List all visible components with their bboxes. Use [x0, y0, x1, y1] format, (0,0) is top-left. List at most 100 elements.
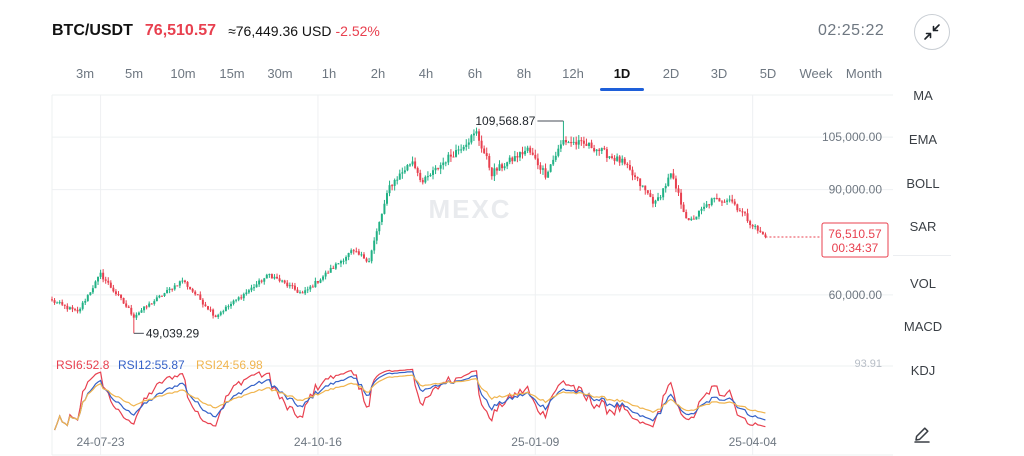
candle-body	[276, 276, 279, 279]
trading-pair[interactable]: BTC/USDT	[52, 22, 133, 39]
candle-body	[339, 261, 342, 264]
candle-body	[424, 176, 427, 183]
candle-body	[375, 231, 378, 241]
tab-4h[interactable]: 4h	[418, 66, 434, 81]
collapse-button[interactable]	[914, 14, 950, 50]
candle-body	[219, 312, 222, 315]
tab-1d[interactable]: 1D	[613, 66, 631, 81]
candle-body	[270, 274, 273, 279]
candle-body	[751, 225, 754, 227]
candle-body	[488, 156, 491, 168]
tab-12h[interactable]: 12h	[562, 66, 584, 81]
candle-body	[462, 146, 465, 150]
watermark: MEXC	[428, 194, 511, 224]
tab-5d[interactable]: 5D	[759, 66, 777, 81]
tab-30m[interactable]: 30m	[267, 66, 293, 81]
rsi-line-rsi12	[54, 371, 766, 431]
candle-body	[485, 153, 488, 157]
tab-10m[interactable]: 10m	[170, 66, 196, 81]
candle-body	[692, 218, 695, 220]
candle-body	[204, 304, 207, 307]
candle-body	[135, 314, 138, 318]
indicator-boll[interactable]: BOLL	[906, 176, 940, 191]
candle-body	[700, 208, 703, 211]
candle-body	[687, 218, 690, 221]
candle-body	[107, 280, 110, 283]
candle-body	[122, 297, 125, 304]
candle-body	[329, 267, 332, 273]
tab-15m[interactable]: 15m	[219, 66, 245, 81]
collapse-arrows-icon	[924, 24, 940, 40]
indicator-ma[interactable]: MA	[913, 88, 933, 103]
candle-body	[63, 304, 66, 306]
candle-body	[567, 142, 570, 144]
candle-body	[759, 230, 762, 232]
candle-body	[153, 301, 156, 304]
candle-body	[114, 291, 117, 295]
candle-countdown: 00:34:37	[832, 241, 879, 255]
candle-body	[713, 198, 716, 200]
high-price-label: 109,568.87	[475, 114, 535, 128]
candle-body	[94, 281, 97, 289]
candle-body	[483, 148, 486, 154]
tab-2d[interactable]: 2D	[662, 66, 680, 81]
candle-body	[646, 190, 649, 194]
candle-body	[465, 144, 468, 147]
candle-body	[278, 278, 281, 282]
indicator-macd[interactable]: MACD	[903, 319, 943, 334]
chart-grid	[51, 94, 893, 456]
candle-body	[682, 204, 685, 213]
rsi-legend-rsi24: RSI24:56.98	[196, 358, 263, 372]
candle-body	[695, 216, 698, 220]
last-price-label: 76,510.57	[828, 227, 882, 241]
candle-body	[595, 149, 598, 152]
edit-drawing-button[interactable]	[912, 424, 932, 444]
candle-body	[749, 221, 752, 226]
candle-body	[705, 204, 708, 207]
candle-body	[337, 263, 340, 265]
indicator-ema[interactable]: EMA	[908, 132, 938, 147]
candle-body	[357, 251, 360, 255]
tab-5m[interactable]: 5m	[124, 66, 144, 81]
candle-body	[439, 165, 442, 169]
tab-week[interactable]: Week	[799, 66, 833, 81]
candle-body	[406, 164, 409, 171]
candle-body	[449, 154, 452, 157]
candle-body	[237, 297, 240, 300]
tab-1h[interactable]: 1h	[321, 66, 337, 81]
candle-body	[245, 292, 248, 295]
tab-month[interactable]: Month	[845, 66, 883, 81]
candle-body	[628, 164, 631, 170]
candle-body	[513, 156, 516, 162]
candle-body	[104, 279, 107, 281]
candle-body	[478, 131, 481, 141]
tab-8h[interactable]: 8h	[516, 66, 532, 81]
candle-body	[334, 263, 337, 269]
candle-body	[674, 178, 677, 189]
candle-body	[58, 302, 61, 304]
candle-body	[212, 309, 215, 316]
candle-body	[398, 173, 401, 180]
candle-body	[176, 285, 179, 287]
candle-body	[166, 290, 169, 294]
indicator-sar[interactable]: SAR	[909, 219, 937, 234]
tab-3m[interactable]: 3m	[75, 66, 95, 81]
candle-body	[309, 286, 312, 290]
candle-body	[148, 303, 151, 307]
tab-6h[interactable]: 6h	[467, 66, 483, 81]
candle-body	[460, 149, 463, 151]
indicator-vol[interactable]: VOL	[909, 276, 936, 291]
x-tick-label: 24-07-23	[77, 435, 125, 449]
candle-body	[598, 149, 601, 152]
candle-body	[199, 294, 202, 300]
indicator-kdj[interactable]: KDJ	[910, 363, 936, 378]
tab-2h[interactable]: 2h	[370, 66, 386, 81]
candle-body	[316, 280, 319, 283]
tab-3d[interactable]: 3D	[710, 66, 728, 81]
candle-body	[281, 280, 284, 282]
candle-body	[444, 162, 447, 164]
candle-body	[214, 315, 217, 317]
candle-body	[710, 198, 713, 205]
candle-body	[659, 197, 662, 199]
